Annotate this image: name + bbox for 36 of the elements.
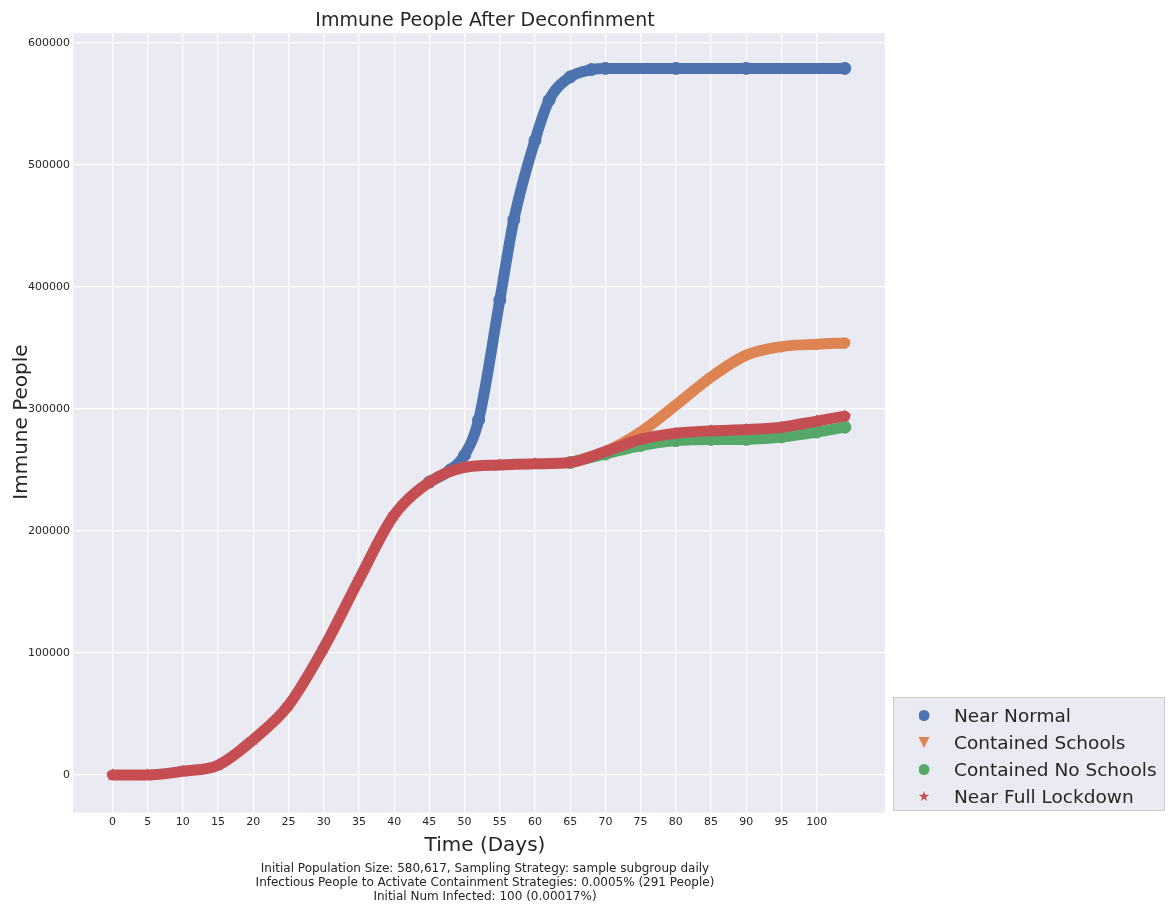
x-tick-label: 20: [246, 815, 261, 829]
legend-label: Contained No Schools: [954, 759, 1157, 780]
x-tick-label: 55: [492, 815, 507, 829]
x-tick-label: 90: [739, 815, 754, 829]
y-tick-label: 100000: [27, 645, 70, 659]
y-tick-label: 500000: [27, 157, 70, 171]
x-tick-label: 30: [316, 815, 331, 829]
text: Initial Num Infected: 100 (0.00017%): [372, 889, 598, 903]
x-tick-label: 0: [108, 815, 116, 829]
x-axis-title: Time (Days): [423, 832, 547, 856]
x-tick-label: 65: [563, 815, 578, 829]
y-tick-label: 600000: [27, 35, 70, 49]
x-tick-label: 85: [704, 815, 719, 829]
x-tick-label: 25: [281, 815, 296, 829]
text: Infectious People to Activate Containment Strategies: 0.0005% (291 People): [254, 875, 716, 889]
y-tick-label: 200000: [27, 523, 70, 537]
x-tick-label: 75: [633, 815, 648, 829]
x-tick-label: 50: [457, 815, 472, 829]
x-tick-label: 100: [806, 815, 828, 829]
chart-title: Immune People After Deconfinment: [314, 8, 656, 30]
y-tick-label: 400000: [27, 279, 70, 293]
x-tick-label: 35: [351, 815, 366, 829]
legend-label: Near Normal: [954, 705, 1071, 726]
x-tick-label: 95: [774, 815, 789, 829]
x-tick-label: 40: [387, 815, 402, 829]
x-tick-label: 60: [527, 815, 542, 829]
x-tick-label: 15: [211, 815, 226, 829]
x-tick-label: 45: [422, 815, 437, 829]
legend-label: Near Full Lockdown: [954, 786, 1134, 807]
x-tick-label: 80: [668, 815, 683, 829]
x-tick-label: 10: [175, 815, 190, 829]
text: Initial Population Size: 580,617, Sampling Strategy: sample subgroup daily: [259, 861, 711, 875]
x-tick-label: 5: [144, 815, 152, 829]
y-tick-label: 0: [62, 767, 70, 781]
x-tick-label: 70: [598, 815, 613, 829]
legend-label: Contained Schools: [954, 732, 1126, 753]
